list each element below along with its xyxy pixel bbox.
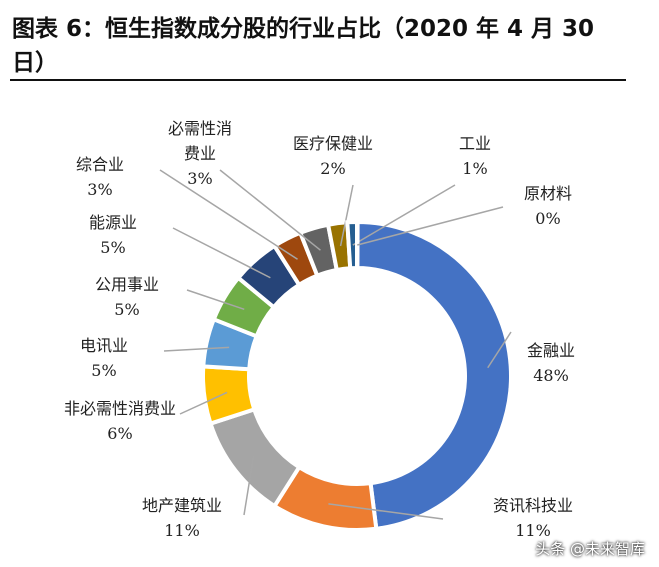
value-label: 2% bbox=[320, 159, 346, 178]
value-label: 3% bbox=[187, 169, 213, 188]
data-label: 原材料 0% bbox=[524, 181, 572, 231]
leader-line bbox=[352, 184, 456, 246]
data-label: 能源业 5% bbox=[89, 210, 137, 260]
category-label: 公用事业 bbox=[94, 275, 160, 294]
leader-line bbox=[219, 169, 321, 251]
value-label: 11% bbox=[515, 521, 551, 540]
category-label: 必需性消 费业 bbox=[167, 119, 233, 163]
leader-line bbox=[179, 391, 228, 415]
category-label: 医疗保健业 bbox=[292, 134, 374, 153]
data-label: 地产建筑业 11% bbox=[142, 493, 222, 543]
leader-line bbox=[339, 184, 354, 247]
watermark: 头条 @未来智库 bbox=[535, 540, 645, 558]
leader-line bbox=[159, 169, 298, 260]
figure-title: 图表 6：恒生指数成分股的行业占比（2020 年 4 月 30 日） bbox=[12, 16, 595, 76]
value-label: 5% bbox=[114, 300, 140, 319]
data-label: 医疗保健业 2% bbox=[293, 131, 373, 181]
category-label: 地产建筑业 bbox=[141, 496, 223, 515]
value-label: 3% bbox=[87, 180, 113, 199]
data-label: 公用事业 5% bbox=[95, 272, 159, 322]
data-label: 非必需性消费业 6% bbox=[64, 396, 176, 446]
category-label: 能源业 bbox=[88, 213, 138, 232]
data-label: 综合业 3% bbox=[76, 152, 124, 202]
leader-line bbox=[172, 227, 271, 279]
data-label: 金融业 48% bbox=[527, 338, 575, 388]
data-label: 工业 1% bbox=[459, 131, 491, 181]
title-rule bbox=[10, 79, 626, 81]
category-label: 综合业 bbox=[75, 155, 125, 174]
leader-line bbox=[328, 503, 444, 520]
value-label: 5% bbox=[91, 361, 117, 380]
data-label: 电讯业 5% bbox=[80, 333, 128, 383]
leader-line bbox=[243, 456, 255, 516]
category-label: 金融业 bbox=[526, 341, 576, 360]
leader-line bbox=[357, 206, 504, 246]
category-label: 资讯科技业 bbox=[492, 496, 574, 515]
category-label: 工业 bbox=[458, 134, 492, 153]
leader-line bbox=[163, 346, 230, 352]
donut-segment bbox=[208, 406, 302, 509]
data-label: 资讯科技业 11% bbox=[493, 493, 573, 543]
category-label: 原材料 bbox=[523, 184, 573, 203]
category-label: 电讯业 bbox=[79, 336, 129, 355]
donut-segment bbox=[355, 219, 513, 532]
value-label: 0% bbox=[535, 209, 561, 228]
value-label: 48% bbox=[533, 366, 569, 385]
leader-line bbox=[186, 289, 245, 311]
value-label: 6% bbox=[107, 424, 133, 443]
leader-line bbox=[487, 331, 512, 369]
value-label: 1% bbox=[462, 159, 488, 178]
data-label: 必需性消 费业 3% bbox=[168, 116, 232, 191]
value-label: 5% bbox=[100, 238, 126, 257]
value-label: 11% bbox=[164, 521, 200, 540]
category-label: 非必需性消费业 bbox=[63, 399, 177, 418]
